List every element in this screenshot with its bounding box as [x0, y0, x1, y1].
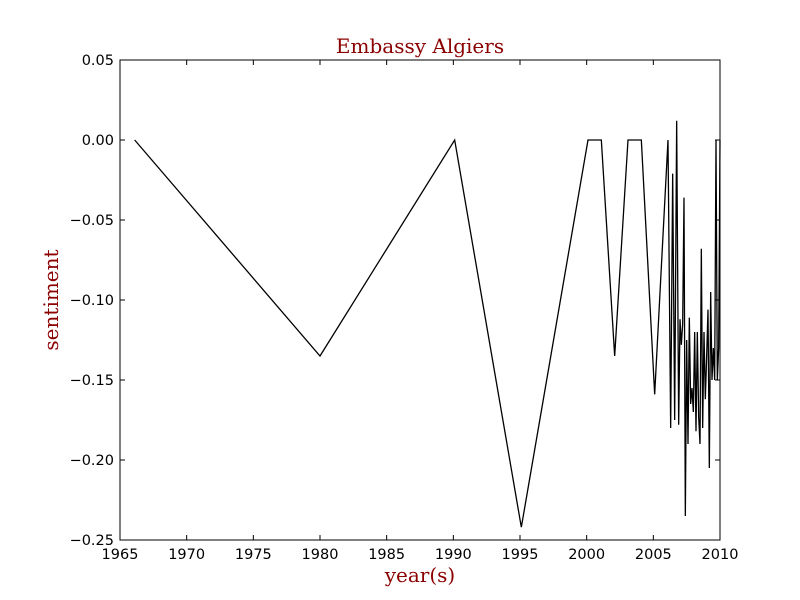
y-tick-label: 0.00	[82, 133, 114, 149]
y-tick-label: −0.20	[70, 453, 114, 469]
y-tick-label: −0.15	[70, 373, 114, 389]
x-tick-label: 1985	[368, 547, 405, 563]
x-tick-label: 1970	[168, 547, 205, 563]
plot-area	[134, 120, 721, 528]
y-tick-label: −0.25	[70, 533, 114, 549]
y-axis-label: sentiment	[39, 249, 63, 350]
x-tick-label: 2000	[568, 547, 605, 563]
y-tick-label: 0.05	[82, 53, 114, 69]
x-tick-label: 1980	[302, 547, 339, 563]
chart-title: Embassy Algiers	[336, 34, 504, 58]
x-tick-label: 1965	[102, 547, 139, 563]
x-tick-label: 1990	[435, 547, 472, 563]
x-tick-label: 1975	[235, 547, 272, 563]
x-tick-label: 2010	[702, 547, 739, 563]
axis-ticks: 1965 1970 1975 1980 1985 1990 1995 2000 2005 2010…	[70, 53, 739, 563]
series-line-0	[134, 120, 721, 528]
x-tick-label: 2005	[635, 547, 672, 563]
y-tick-label: −0.10	[70, 293, 114, 309]
x-axis-label: year(s)	[384, 563, 456, 587]
x-tick-label: 1995	[502, 547, 539, 563]
y-tick-label: −0.05	[70, 213, 114, 229]
